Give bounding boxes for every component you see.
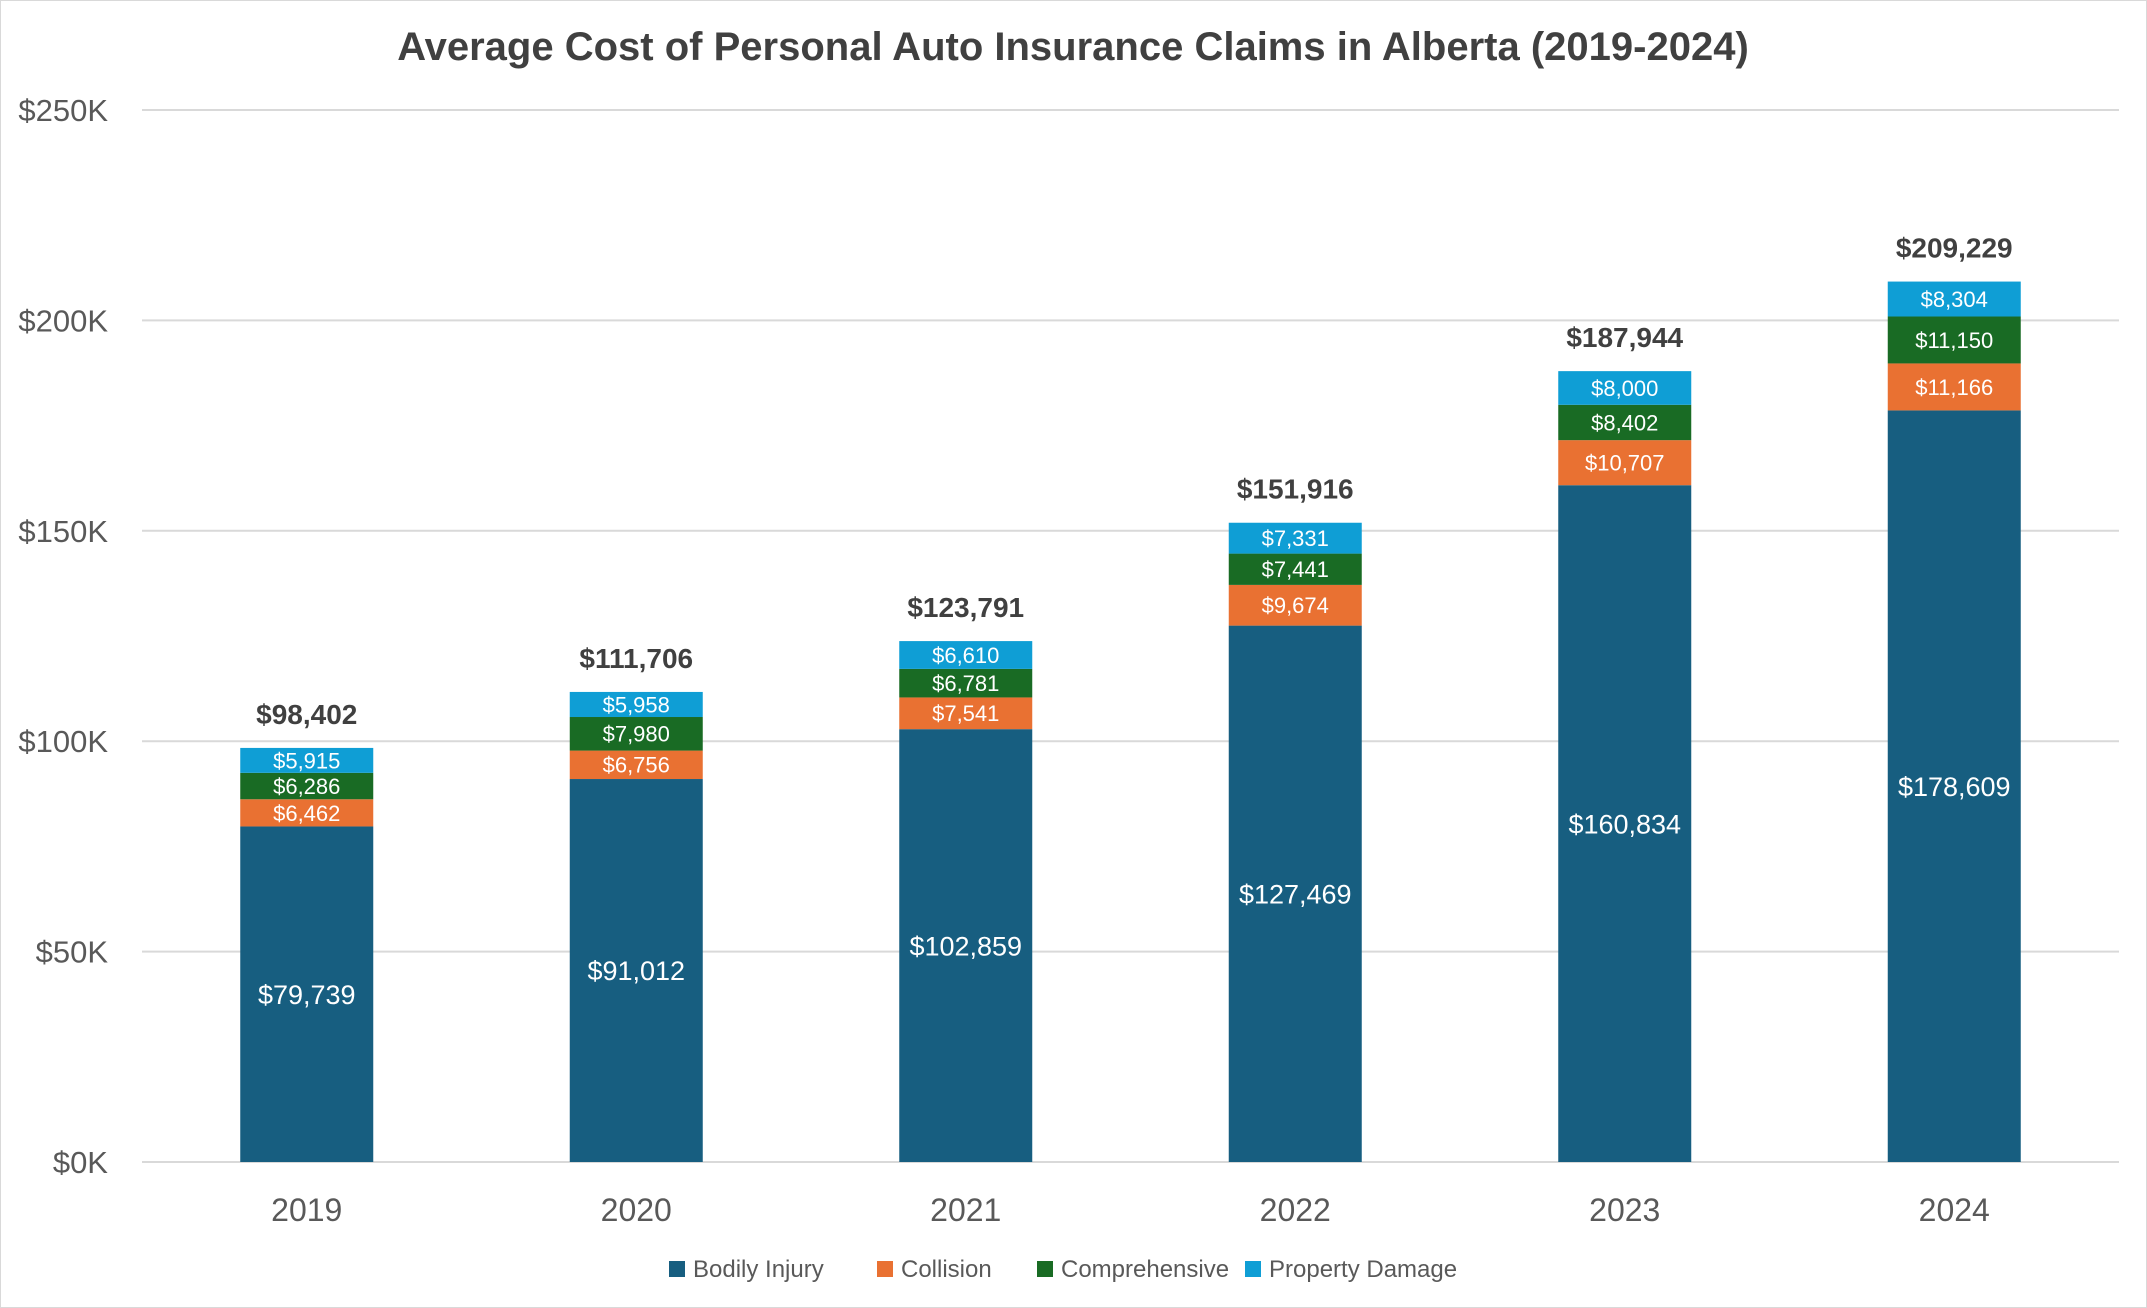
- bar-segment-property-damage: [1558, 371, 1692, 405]
- data-label: $102,859: [909, 931, 1022, 961]
- total-label: $209,229: [1896, 233, 2013, 264]
- data-label: $7,441: [1262, 557, 1329, 582]
- bar-segment-property-damage: [569, 691, 703, 718]
- bar-segment-bodily-injury: [899, 729, 1033, 1162]
- data-label: $7,980: [603, 722, 670, 747]
- data-label: $79,739: [258, 980, 356, 1010]
- total-label: $98,402: [256, 699, 357, 730]
- x-tick-label: 2023: [1589, 1192, 1660, 1228]
- bar-segment-bodily-injury: [569, 779, 703, 1162]
- y-tick-label: $200K: [18, 303, 108, 338]
- data-label: $8,000: [1591, 376, 1658, 401]
- bar-segment-bodily-injury: [1558, 485, 1692, 1162]
- data-label: $7,541: [932, 701, 999, 726]
- bar-segment-bodily-injury: [1228, 625, 1362, 1162]
- bar-segment-collision: [1887, 363, 2021, 411]
- legend-swatch: [877, 1261, 893, 1277]
- x-tick-label: 2019: [271, 1192, 342, 1228]
- data-label: $6,610: [932, 643, 999, 668]
- legend-label: Collision: [901, 1256, 992, 1283]
- legend-label: Property Damage: [1269, 1256, 1457, 1283]
- bar-segment-comprehensive: [240, 772, 374, 800]
- data-label: $5,958: [603, 692, 670, 717]
- y-tick-label: $50K: [36, 935, 109, 970]
- legend-swatch: [1037, 1261, 1053, 1277]
- data-label: $6,756: [603, 753, 670, 778]
- data-label: $127,469: [1239, 880, 1352, 910]
- data-label: $6,781: [932, 671, 999, 696]
- x-tick-label: 2022: [1260, 1192, 1331, 1228]
- y-tick-label: $150K: [18, 514, 108, 549]
- y-tick-label: $100K: [18, 724, 108, 759]
- legend-swatch: [1245, 1261, 1261, 1277]
- data-label: $178,609: [1898, 772, 2011, 802]
- data-label: $6,462: [273, 801, 340, 826]
- data-label: $91,012: [587, 956, 685, 986]
- bar-segment-property-damage: [899, 641, 1033, 669]
- legend-label: Comprehensive: [1061, 1256, 1229, 1283]
- data-label: $160,834: [1568, 809, 1681, 839]
- bar-segment-collision: [240, 799, 374, 827]
- bar-segment-property-damage: [1887, 281, 2021, 317]
- bar-segment-comprehensive: [1887, 316, 2021, 364]
- total-label: $111,706: [579, 643, 693, 674]
- bar-segment-collision: [899, 697, 1033, 730]
- bar-segment-property-damage: [240, 747, 374, 773]
- data-label: $8,402: [1591, 410, 1658, 435]
- bar-segment-collision: [1558, 440, 1692, 486]
- bar-segment-collision: [569, 750, 703, 780]
- x-tick-label: 2020: [601, 1192, 672, 1228]
- total-label: $123,791: [907, 592, 1024, 623]
- data-label: $6,286: [273, 774, 340, 799]
- bar-segment-comprehensive: [1228, 553, 1362, 585]
- bar-segment-comprehensive: [1558, 404, 1692, 441]
- data-label: $5,915: [273, 748, 340, 773]
- data-label: $7,331: [1262, 526, 1329, 551]
- bar-segment-collision: [1228, 584, 1362, 626]
- data-label: $8,304: [1921, 287, 1988, 312]
- bar-segment-property-damage: [1228, 522, 1362, 554]
- bar-segment-comprehensive: [899, 668, 1033, 698]
- y-tick-label: $0K: [53, 1145, 108, 1180]
- x-tick-label: 2024: [1919, 1192, 1990, 1228]
- legend-swatch: [669, 1261, 685, 1277]
- total-label: $151,916: [1237, 474, 1354, 505]
- bar-segment-bodily-injury: [1887, 410, 2021, 1162]
- data-label: $9,674: [1262, 593, 1329, 618]
- data-label: $10,707: [1585, 451, 1665, 476]
- data-label: $11,166: [1915, 375, 1993, 400]
- bar-segment-bodily-injury: [240, 826, 374, 1162]
- bar-segment-comprehensive: [569, 717, 703, 751]
- legend-label: Bodily Injury: [693, 1256, 824, 1283]
- chart-title: Average Cost of Personal Auto Insurance …: [397, 25, 1749, 69]
- total-label: $187,944: [1566, 322, 1683, 353]
- y-tick-label: $250K: [18, 93, 108, 128]
- data-label: $11,150: [1915, 328, 1993, 353]
- x-tick-label: 2021: [930, 1192, 1001, 1228]
